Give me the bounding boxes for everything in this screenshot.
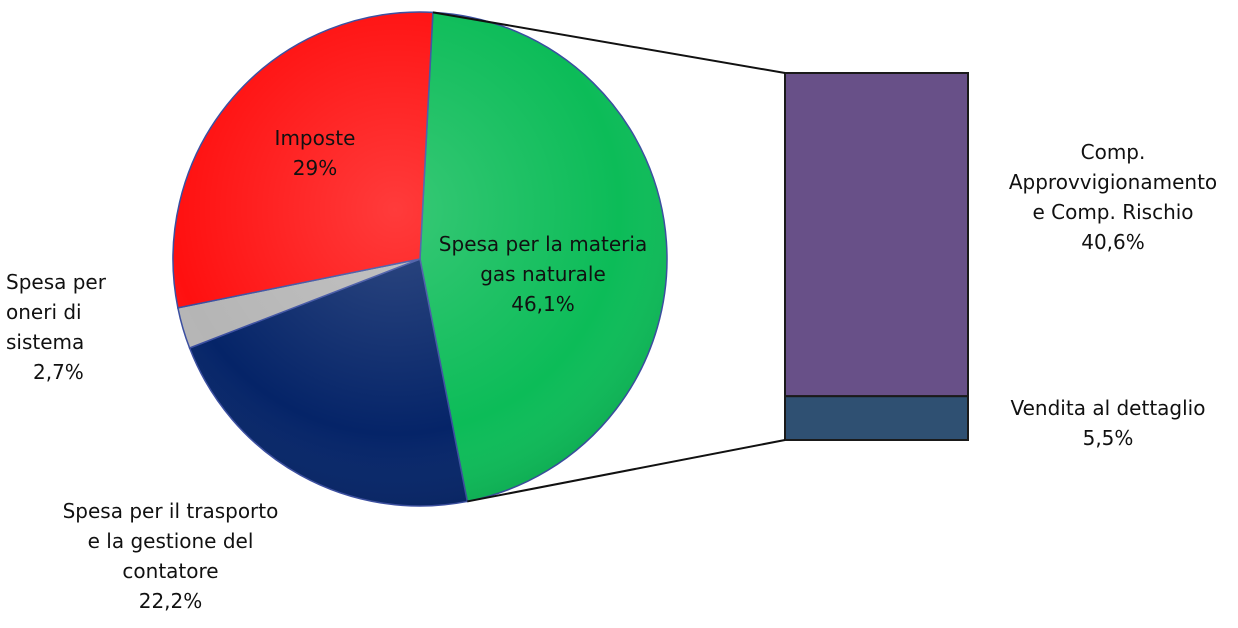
pie-shading	[173, 12, 667, 506]
label-imposte: Imposte 29%	[240, 123, 390, 183]
label-trasporto-value: 22,2%	[138, 589, 203, 613]
label-vendita-line1: Vendita al dettaglio	[1010, 396, 1206, 420]
connector-line-top	[432, 11, 786, 74]
label-materia-line2: gas naturale	[480, 262, 606, 286]
pie	[172, 11, 668, 507]
connector-lines	[432, 11, 786, 503]
label-imposte-value: 29%	[292, 156, 338, 180]
label-oneri-line2: oneri di	[6, 300, 82, 324]
label-oneri: Spesa per oneri di sistema 2,7%	[6, 267, 146, 387]
label-materia-value: 46,1%	[511, 292, 575, 316]
label-oneri-line3: sistema	[6, 330, 85, 354]
label-oneri-line1: Spesa per	[6, 270, 106, 294]
label-trasporto-line1: Spesa per il trasporto	[62, 499, 279, 523]
label-approvvigionamento-line2: Approvvigionamento	[1008, 170, 1218, 194]
breakdown-bar	[784, 72, 969, 441]
label-materia: Spesa per la materia gas naturale 46,1%	[415, 229, 671, 319]
label-imposte-line1: Imposte	[274, 126, 356, 150]
label-oneri-value: 2,7%	[33, 360, 84, 384]
label-vendita: Vendita al dettaglio 5,5%	[978, 393, 1238, 453]
label-materia-line1: Spesa per la materia	[438, 232, 648, 256]
label-approvvigionamento-value: 40,6%	[1081, 230, 1145, 254]
label-trasporto-line3: contatore	[122, 559, 219, 583]
bar-segment-vendita-al-dettaglio	[784, 395, 969, 441]
label-vendita-value: 5,5%	[1082, 426, 1134, 450]
label-approvvigionamento-line3: e Comp. Rischio	[1032, 200, 1194, 224]
label-trasporto-line2: e la gestione del	[87, 529, 254, 553]
connector-line-bottom	[467, 439, 786, 503]
label-trasporto: Spesa per il trasporto e la gestione del…	[33, 496, 308, 616]
cropped-chart-title: ▀▀ ▀▀ ▀▀▀▀ ▀ ▀▀ ▀ ▀▀ ▀▀ ▀▀▀▀▀ ▀ ▀▀	[0, 0, 1238, 31]
label-approvvigionamento: Comp. Approvvigionamento e Comp. Rischio…	[988, 137, 1238, 257]
bar-segment-comp-approvvigionamento-e-comp-rischio	[784, 72, 969, 398]
label-approvvigionamento-line1: Comp.	[1080, 140, 1146, 164]
